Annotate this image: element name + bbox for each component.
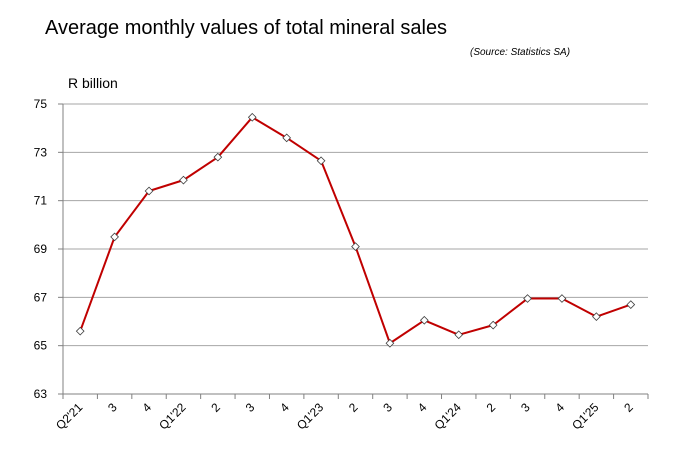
grid-lines — [63, 103, 648, 347]
data-point-marker — [75, 326, 85, 336]
y-axis-label: R billion — [68, 75, 118, 91]
series-line-layer — [79, 116, 632, 345]
x-tick-label: 3 — [380, 400, 395, 415]
x-tick-label: 4 — [140, 400, 155, 415]
data-point-marker — [316, 156, 326, 166]
data-point-marker — [626, 300, 636, 309]
x-tick-label: 4 — [552, 400, 567, 415]
data-markers — [75, 112, 636, 348]
y-tick-label: 69 — [34, 242, 48, 256]
chart-title: Average monthly values of total mineral … — [45, 17, 448, 39]
x-tick-label: 3 — [243, 400, 258, 415]
y-tick-label: 73 — [34, 145, 48, 159]
x-tick-label: 4 — [277, 400, 292, 415]
x-tick-label: Q1'24 — [432, 400, 465, 433]
y-tick-label: 75 — [34, 97, 48, 111]
x-tick-label: 2 — [346, 400, 361, 415]
data-point-marker — [213, 152, 223, 162]
y-tick-label: 65 — [34, 339, 48, 353]
x-tick-label: Q1'25 — [569, 400, 602, 433]
data-point-marker — [110, 232, 119, 242]
data-point-marker — [282, 133, 292, 143]
axes — [58, 103, 649, 399]
data-point-marker — [385, 338, 395, 348]
x-tick-label: 3 — [105, 400, 120, 415]
data-point-marker — [454, 330, 464, 340]
data-point-marker — [592, 312, 601, 322]
x-tick-label: Q1'22 — [156, 400, 189, 433]
x-tick-label: Q2'21 — [53, 400, 86, 433]
data-point-marker — [523, 294, 532, 303]
x-tick-labels: Q2'21 3 4 Q1'22 2 3 4 Q1'23 2 3 4 Q1'24 2 3 4 Q1'25 2 — [53, 400, 636, 433]
data-point-marker — [419, 315, 429, 325]
data-point-marker — [351, 242, 360, 251]
y-tick-label: 71 — [34, 194, 48, 208]
x-tick-label: 2 — [208, 400, 223, 415]
data-point-marker — [179, 175, 188, 185]
data-point-marker — [247, 112, 257, 122]
x-tick-label: 2 — [621, 400, 636, 415]
x-tick-label: 3 — [518, 400, 533, 415]
data-point-marker — [144, 186, 154, 196]
data-point-marker — [557, 294, 567, 303]
chart-source: (Source: Statistics SA) — [470, 47, 571, 58]
data-point-marker — [488, 320, 498, 330]
series-line — [79, 116, 632, 345]
x-tick-label: 2 — [484, 400, 499, 415]
x-tick-label: 4 — [415, 400, 430, 415]
y-tick-label: 67 — [34, 290, 48, 304]
y-tick-labels: 63 65 67 69 71 73 75 — [34, 97, 48, 401]
x-tick-label: Q1'23 — [294, 400, 327, 433]
y-tick-label: 63 — [34, 387, 48, 401]
